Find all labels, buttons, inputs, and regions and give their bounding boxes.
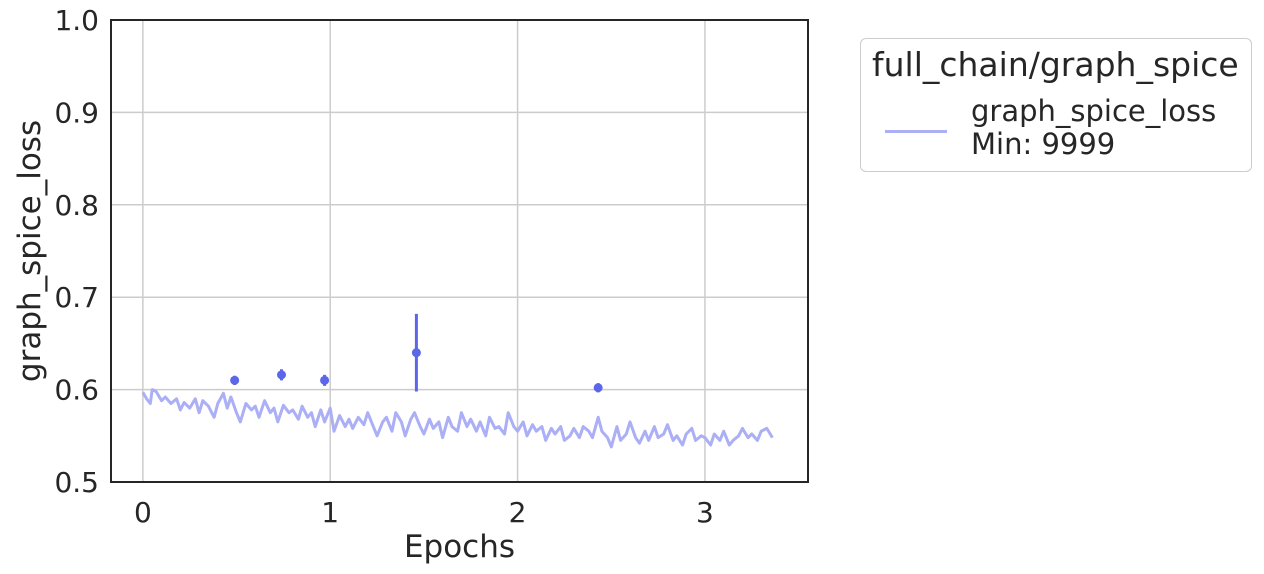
x-tick-label-0: 0 bbox=[134, 496, 152, 529]
series-line-graph-spice-loss bbox=[141, 388, 774, 449]
y-tick-label-1: 0.6 bbox=[54, 374, 99, 407]
y-tick-label-4: 0.9 bbox=[54, 96, 99, 129]
y-tick-label-0: 0.5 bbox=[54, 466, 99, 499]
legend-line-swatch bbox=[885, 130, 947, 133]
y-tick-label-5: 1.0 bbox=[54, 4, 99, 37]
data-point-2 bbox=[320, 375, 330, 385]
data-point-3 bbox=[411, 348, 421, 358]
x-tick-labels: 0 1 2 3 bbox=[134, 496, 714, 529]
x-tick-label-2: 2 bbox=[509, 496, 527, 529]
data-point-0 bbox=[230, 375, 240, 385]
y-axis-label: graph_spice_loss bbox=[12, 120, 48, 382]
val-points-layer bbox=[230, 313, 603, 393]
data-point-4 bbox=[593, 383, 603, 393]
y-tick-label-3: 0.8 bbox=[54, 189, 99, 222]
legend: full_chain/graph_spice graph_spice_loss … bbox=[860, 38, 1252, 172]
x-tick-label-1: 1 bbox=[321, 496, 339, 529]
legend-title: full_chain/graph_spice bbox=[872, 45, 1239, 84]
y-tick-label-2: 0.7 bbox=[54, 281, 99, 314]
legend-entry-min: Min: 9999 bbox=[971, 127, 1116, 161]
x-axis-label: Epochs bbox=[404, 529, 515, 565]
legend-entry: graph_spice_loss Min: 9999 bbox=[971, 95, 1216, 161]
x-tick-label-3: 3 bbox=[696, 496, 714, 529]
plot-frame bbox=[110, 19, 809, 483]
data-point-1 bbox=[277, 370, 287, 380]
legend-entry-name: graph_spice_loss bbox=[971, 94, 1217, 128]
train-line-layer bbox=[141, 388, 774, 449]
y-tick-labels: 0.5 0.6 0.7 0.8 0.9 1.0 bbox=[54, 4, 99, 499]
